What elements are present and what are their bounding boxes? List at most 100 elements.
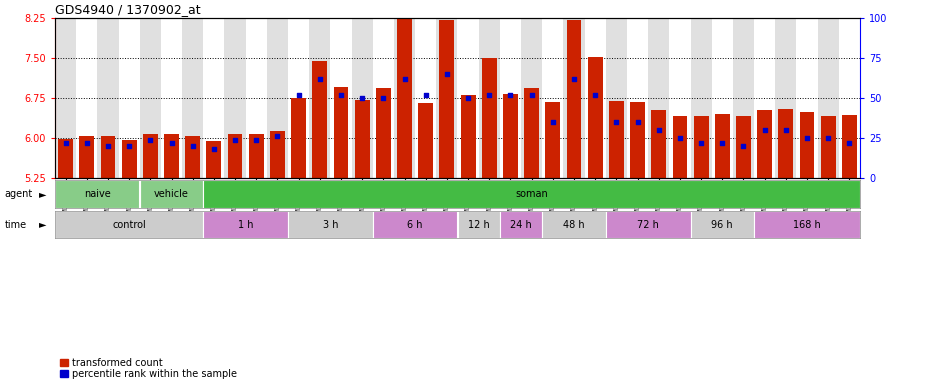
Bar <box>715 114 730 178</box>
Text: 24 h: 24 h <box>511 220 532 230</box>
Bar <box>779 109 794 178</box>
Bar <box>182 18 204 178</box>
Bar <box>733 18 754 178</box>
Point <box>609 119 623 125</box>
Bar <box>246 18 266 178</box>
Bar <box>58 139 73 178</box>
Bar <box>118 18 140 178</box>
Point <box>291 92 306 98</box>
Text: 168 h: 168 h <box>793 220 820 230</box>
Point <box>630 119 645 125</box>
Bar <box>478 18 500 178</box>
Bar <box>736 116 751 178</box>
Text: control: control <box>112 220 146 230</box>
Point <box>376 95 390 101</box>
Text: soman: soman <box>515 189 548 199</box>
Text: 3 h: 3 h <box>323 220 339 230</box>
Bar <box>542 18 563 178</box>
Bar <box>627 18 648 178</box>
Bar <box>820 116 835 178</box>
Bar <box>373 18 394 178</box>
Bar <box>630 102 645 178</box>
Bar <box>288 211 373 238</box>
Bar <box>204 211 288 238</box>
Bar <box>55 211 204 238</box>
Bar <box>143 134 158 178</box>
Point <box>439 71 454 77</box>
Bar <box>842 114 857 178</box>
Bar <box>606 211 691 238</box>
Bar <box>694 116 709 178</box>
Bar <box>437 18 458 178</box>
Bar <box>691 211 754 238</box>
Bar <box>839 18 860 178</box>
Bar <box>309 18 330 178</box>
Bar <box>754 18 775 178</box>
Point <box>482 92 497 98</box>
Bar <box>397 18 412 178</box>
Point <box>758 127 772 133</box>
Point <box>587 92 602 98</box>
Bar <box>585 18 606 178</box>
Point <box>694 140 709 146</box>
Bar <box>711 18 733 178</box>
Bar <box>482 58 497 178</box>
Bar <box>775 18 796 178</box>
Bar <box>567 20 582 178</box>
Bar <box>606 18 627 178</box>
Bar <box>648 18 670 178</box>
Point <box>313 76 327 82</box>
Text: 48 h: 48 h <box>563 220 585 230</box>
Bar <box>542 211 606 238</box>
Point <box>672 135 687 141</box>
Point <box>799 135 814 141</box>
Bar <box>754 211 860 238</box>
Bar <box>206 141 221 178</box>
Point <box>101 143 116 149</box>
Text: ►: ► <box>39 189 46 199</box>
Point <box>651 127 666 133</box>
Point <box>164 140 179 146</box>
Text: 72 h: 72 h <box>637 220 660 230</box>
Text: 96 h: 96 h <box>711 220 734 230</box>
Bar <box>101 136 116 178</box>
Point <box>228 137 242 143</box>
Bar <box>352 18 373 178</box>
Bar <box>270 131 285 178</box>
Point <box>206 146 221 152</box>
Point <box>122 143 137 149</box>
Point <box>418 92 433 98</box>
Bar <box>415 18 437 178</box>
Point <box>779 127 794 133</box>
Bar <box>164 134 179 178</box>
Bar <box>288 18 309 178</box>
Bar <box>500 211 542 238</box>
Bar <box>204 18 225 178</box>
Bar <box>609 101 623 178</box>
Text: ►: ► <box>39 220 46 230</box>
Point <box>820 135 835 141</box>
Bar <box>204 180 860 208</box>
Bar <box>225 18 246 178</box>
Text: 6 h: 6 h <box>407 220 423 230</box>
Bar <box>818 18 839 178</box>
Bar <box>291 98 306 178</box>
Text: agent: agent <box>5 189 33 199</box>
Bar <box>524 88 539 178</box>
Point <box>355 95 370 101</box>
Text: GDS4940 / 1370902_at: GDS4940 / 1370902_at <box>55 3 201 16</box>
Bar <box>373 211 458 238</box>
Bar <box>672 116 687 178</box>
Bar <box>458 18 478 178</box>
Point <box>58 140 73 146</box>
Point <box>524 92 539 98</box>
Bar <box>97 18 118 178</box>
Bar <box>439 20 454 178</box>
Point <box>503 92 518 98</box>
Bar <box>228 134 242 178</box>
Text: time: time <box>5 220 27 230</box>
Bar <box>249 134 264 178</box>
Bar <box>55 18 76 178</box>
Bar <box>80 136 94 178</box>
Bar <box>418 103 433 178</box>
